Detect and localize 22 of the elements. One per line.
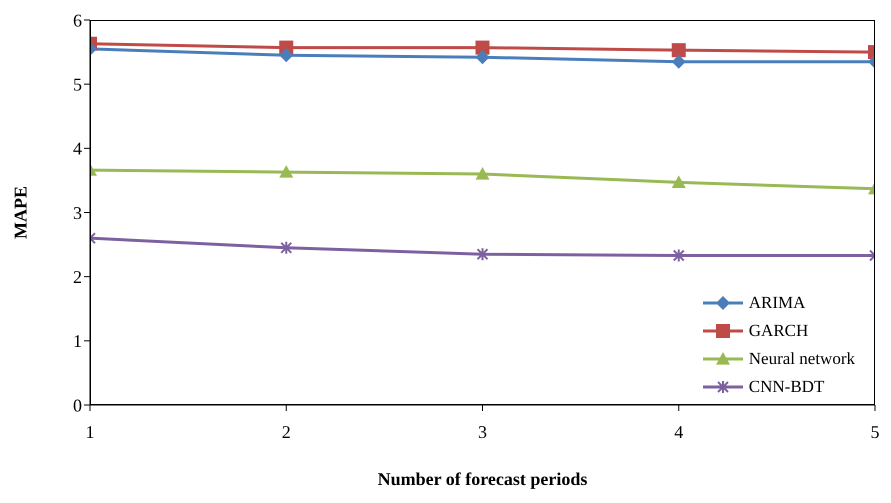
x-tick-label: 5	[870, 422, 880, 442]
y-axis-title: MAPE	[10, 186, 30, 239]
legend-label: ARIMA	[748, 293, 806, 313]
y-tick-label: 6	[73, 10, 82, 30]
x-tick-label: 1	[86, 422, 94, 442]
point	[476, 247, 488, 262]
y-tick-label: 0	[73, 395, 82, 416]
x-tick-label: 2	[282, 422, 291, 442]
y-tick-label: 3	[73, 202, 82, 223]
legend-label: GARCH	[748, 321, 808, 341]
legend-label: Neural network	[748, 349, 855, 369]
y-tick-label: 2	[73, 267, 82, 288]
point	[476, 50, 490, 64]
point	[476, 40, 490, 55]
y-tick-label: 5	[73, 74, 82, 95]
point	[476, 167, 490, 180]
y-tick-label: 1	[73, 331, 82, 352]
legend-label: CNN-BDT	[748, 377, 824, 397]
x-tick-label: 4	[674, 422, 684, 442]
x-tick-label: 3	[478, 422, 487, 442]
y-tick-label: 4	[73, 138, 82, 159]
x-axis-title: Number of forecast periods	[378, 469, 588, 489]
